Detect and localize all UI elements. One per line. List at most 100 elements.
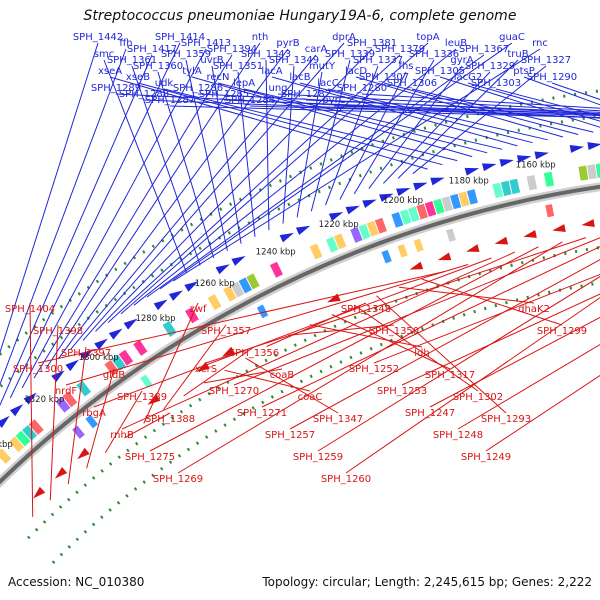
- function-block: [223, 285, 237, 302]
- function-block: [408, 206, 420, 223]
- reverse-gene-label: nrdF: [55, 386, 78, 397]
- function-block: [543, 171, 555, 187]
- reverse-gene-label: SPH_1259: [293, 452, 343, 463]
- tick-label: 1200 kbp: [383, 196, 423, 206]
- reverse-label-leader: [93, 257, 492, 408]
- reverse-gene-label: coaC: [298, 392, 323, 403]
- reverse-label-leader: [143, 302, 199, 424]
- forward-gene-arrow: [413, 182, 428, 191]
- reverse-gene-label: SPH_1357: [201, 326, 251, 337]
- reverse-label-leader: [205, 237, 587, 364]
- forward-label-leader: [282, 65, 295, 224]
- forward-gene-arrow: [279, 232, 294, 243]
- forward-gene-label: SPH_1337: [353, 55, 403, 66]
- forward-label-leader: [551, 82, 600, 100]
- forward-gene-label: pyrB: [276, 38, 299, 49]
- forward-label-leader: [310, 59, 351, 212]
- forward-gene-arrow: [328, 212, 344, 221]
- function-block: [446, 228, 456, 242]
- forward-gene-arrow: [184, 281, 199, 292]
- function-block: [118, 349, 134, 366]
- tick-label: 1180 kbp: [449, 176, 489, 186]
- forward-label-leader: [305, 99, 600, 113]
- reverse-gene-label: SPH_1388: [145, 414, 195, 425]
- forward-gene-arrow: [534, 151, 549, 160]
- forward-label-leader: [82, 42, 345, 341]
- forward-label-leader: [0, 48, 127, 386]
- tick-label: 1300 kbp: [79, 353, 119, 363]
- reverse-label-leader: [121, 251, 516, 430]
- forward-gene-label: topA: [416, 32, 439, 43]
- reverse-label-leader: [331, 314, 451, 370]
- forward-gene-label: SPH_1285: [199, 89, 249, 100]
- reverse-label-leader: [401, 293, 600, 386]
- tick-label: 1320 kbp: [24, 395, 64, 405]
- forward-gene-label: lacA: [261, 66, 282, 77]
- function-block: [366, 220, 379, 237]
- forward-label-leader: [368, 65, 463, 189]
- function-block: [466, 189, 478, 205]
- forward-label-leader: [109, 76, 428, 170]
- function-block: [433, 198, 445, 215]
- forward-label-leader: [191, 76, 473, 158]
- reverse-gene-arrow: [77, 447, 90, 460]
- function-block: [492, 182, 504, 199]
- reverse-gene-label: SPH_1356: [229, 348, 279, 359]
- reverse-gene-label: SPH_1271: [237, 408, 287, 419]
- forward-gene-arrow: [0, 415, 10, 429]
- forward-label-leader: [70, 54, 317, 350]
- reverse-gene-arrow: [147, 394, 161, 405]
- function-block: [374, 217, 387, 234]
- function-block: [325, 236, 339, 253]
- reverse-gene-label: xerS: [195, 364, 217, 375]
- reverse-gene-arrow: [466, 244, 480, 252]
- function-block: [15, 430, 31, 447]
- reverse-gene-label: SPH_1275: [125, 452, 175, 463]
- function-block: [22, 424, 38, 441]
- forward-gene-label: lacB: [289, 72, 310, 83]
- function-block: [399, 209, 412, 225]
- reverse-label-leader: [37, 271, 446, 364]
- forward-gene-label: SPH_1351: [213, 61, 263, 72]
- reverse-label-leader: [457, 344, 600, 430]
- forward-label-leader: [169, 105, 600, 119]
- backbone: [0, 184, 600, 485]
- reverse-label-leader: [353, 304, 479, 392]
- forward-gene-label: udk: [155, 78, 174, 89]
- forward-gene-arrow: [499, 159, 514, 167]
- reverse-gene-label: SPH_1302: [453, 392, 503, 403]
- function-block: [381, 249, 392, 264]
- reverse-label-leader: [245, 357, 339, 414]
- forward-gene-arrow: [215, 264, 230, 275]
- forward-gene-label: dprA: [332, 32, 356, 43]
- reverse-label-leader: [67, 346, 87, 485]
- forward-gene-label: ffh: [119, 38, 132, 49]
- tick-label: 1240 kbp: [256, 248, 296, 258]
- forward-label-leader: [0, 54, 153, 407]
- reverse-label-leader: [104, 390, 143, 454]
- forward-gene-label: truB: [507, 49, 528, 60]
- function-block: [333, 233, 347, 250]
- reverse-label-leader: [485, 374, 600, 452]
- reverse-label-leader: [317, 276, 600, 452]
- forward-gene-label: lacG2: [454, 72, 483, 83]
- function-block: [76, 380, 91, 397]
- forward-gene-label: SPH_1359: [161, 49, 211, 60]
- forward-gene-arrow: [587, 142, 600, 151]
- reverse-gene-label: SPH_1248: [433, 430, 483, 441]
- function-block: [9, 436, 25, 453]
- forward-label-leader: [157, 71, 215, 259]
- reverse-gene-label: SPH_1300: [13, 364, 63, 375]
- function-block: [269, 261, 283, 278]
- forward-label-leader: [327, 88, 548, 141]
- forward-gene-label: mutY: [309, 61, 336, 72]
- reverse-label-leader: [65, 264, 469, 386]
- reverse-gene-label: SPH_1350: [369, 326, 419, 337]
- forward-gene-arrow: [345, 205, 360, 215]
- map-title: Streptococcus pneumoniae Hungary19A-6, c…: [83, 8, 517, 24]
- forward-gene-label: ptsP: [513, 66, 535, 77]
- reverse-label-leader: [233, 237, 600, 386]
- forward-gene-label: carA: [305, 44, 328, 55]
- forward-label-leader: [133, 48, 457, 306]
- reverse-gene-label: dhaK2: [518, 304, 550, 315]
